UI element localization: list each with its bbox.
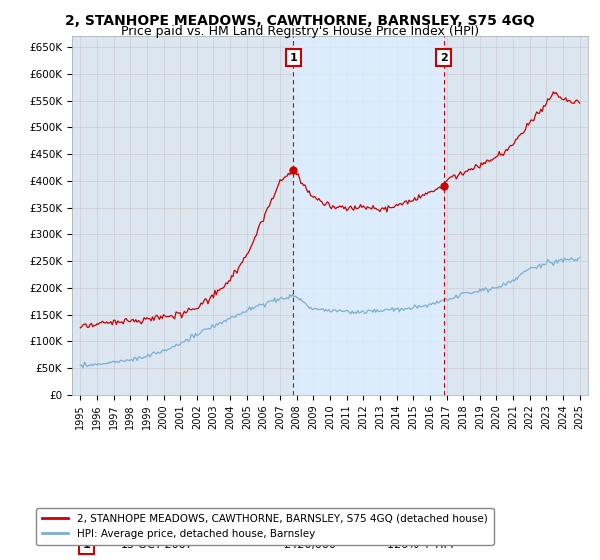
Text: Price paid vs. HM Land Registry's House Price Index (HPI): Price paid vs. HM Land Registry's House … <box>121 25 479 38</box>
Legend: 2, STANHOPE MEADOWS, CAWTHORNE, BARNSLEY, S75 4GQ (detached house), HPI: Average: 2, STANHOPE MEADOWS, CAWTHORNE, BARNSLEY… <box>36 507 494 545</box>
Text: 126% ↑ HPI: 126% ↑ HPI <box>387 540 453 550</box>
Text: 2: 2 <box>440 53 448 63</box>
Text: 2, STANHOPE MEADOWS, CAWTHORNE, BARNSLEY, S75 4GQ: 2, STANHOPE MEADOWS, CAWTHORNE, BARNSLEY… <box>65 14 535 28</box>
Text: £420,000: £420,000 <box>284 540 337 550</box>
Bar <box>293 36 443 395</box>
Text: 15-OCT-2007: 15-OCT-2007 <box>121 540 194 550</box>
Text: 1: 1 <box>289 53 297 63</box>
Text: 1: 1 <box>83 540 91 550</box>
